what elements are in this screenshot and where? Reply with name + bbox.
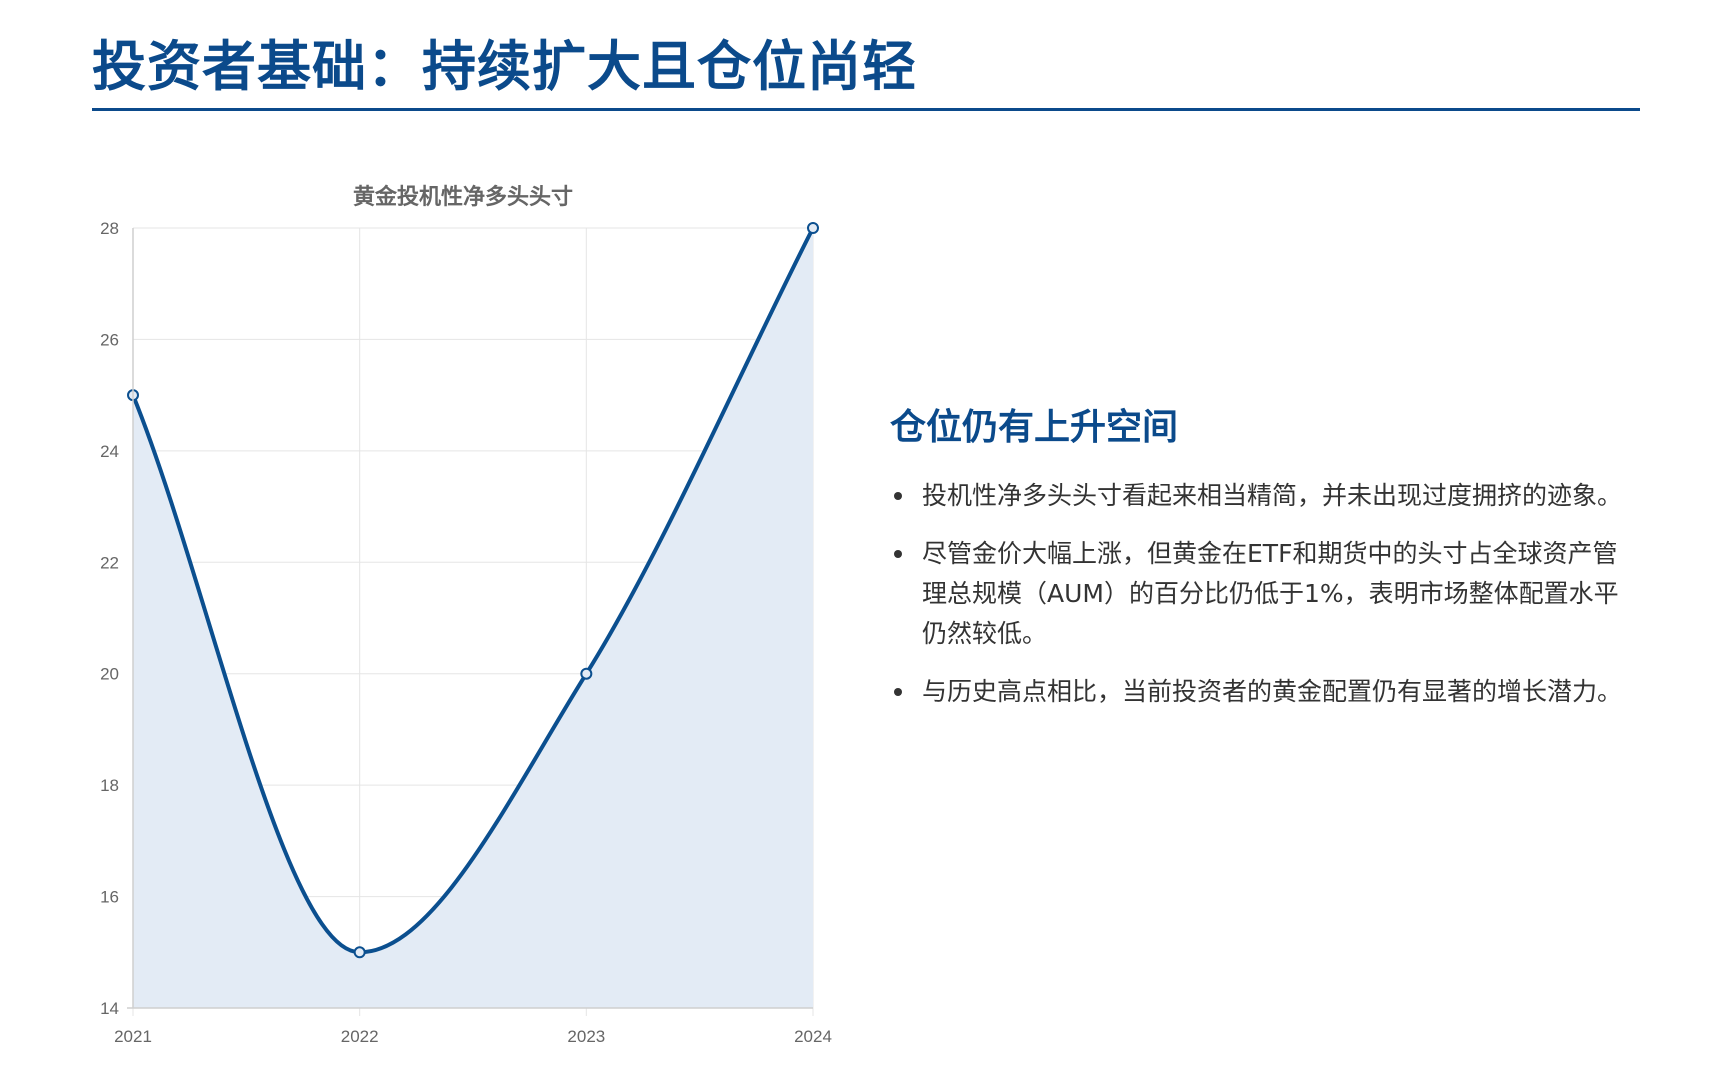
x-tick-label: 2024: [794, 1027, 832, 1046]
chart-container: 黄金投机性净多头头寸 14 16 18 20 22 24 26 28 2021 2022 2023 20…: [0, 160, 860, 1060]
x-tick-label: 2021: [114, 1027, 152, 1046]
insight-panel: 仓位仍有上升空间 投机性净多头头寸看起来相当精简，并未出现过度拥挤的迹象。 尽管…: [890, 398, 1630, 730]
y-tick-label: 26: [100, 330, 119, 349]
x-tick-label: 2022: [341, 1027, 379, 1046]
title-divider: [92, 108, 1640, 111]
page-title: 投资者基础：持续扩大且仓位尚轻: [92, 35, 917, 98]
bullet-dot-icon: [894, 550, 902, 558]
bullet-item: 投机性净多头头寸看起来相当精简，并未出现过度拥挤的迹象。: [890, 476, 1630, 516]
y-tick-label: 18: [100, 776, 119, 795]
y-tick-label: 20: [100, 665, 119, 684]
y-tick-label: 24: [100, 442, 119, 461]
data-point: [353, 946, 366, 959]
chart-title: 黄金投机性净多头头寸: [353, 184, 573, 209]
x-tick-label: 2023: [567, 1027, 605, 1046]
bullet-item: 与历史高点相比，当前投资者的黄金配置仍有显著的增长潜力。: [890, 672, 1630, 712]
y-tick-label: 28: [100, 219, 119, 238]
series-area: [133, 228, 813, 1008]
y-tick-label: 14: [100, 999, 119, 1018]
y-tick-label: 22: [100, 553, 119, 572]
bullet-dot-icon: [894, 688, 902, 696]
bullet-dot-icon: [894, 492, 902, 500]
bullet-item: 尽管金价大幅上涨，但黄金在ETF和期货中的头寸占全球资产管理总规模（AUM）的百…: [890, 534, 1630, 654]
panel-heading: 仓位仍有上升空间: [890, 407, 1179, 448]
bullet-text: 与历史高点相比，当前投资者的黄金配置仍有显著的增长潜力。: [922, 677, 1623, 706]
y-tick-label: 16: [100, 888, 119, 907]
bullet-list: 投机性净多头头寸看起来相当精简，并未出现过度拥挤的迹象。 尽管金价大幅上涨，但黄…: [890, 476, 1630, 712]
data-point: [580, 667, 593, 680]
bullet-text: 投机性净多头头寸看起来相当精简，并未出现过度拥挤的迹象。: [922, 481, 1623, 510]
series-line: [131, 226, 815, 955]
bullet-text: 尽管金价大幅上涨，但黄金在ETF和期货中的头寸占全球资产管理总规模（AUM）的百…: [922, 539, 1619, 648]
data-point: [807, 222, 819, 234]
